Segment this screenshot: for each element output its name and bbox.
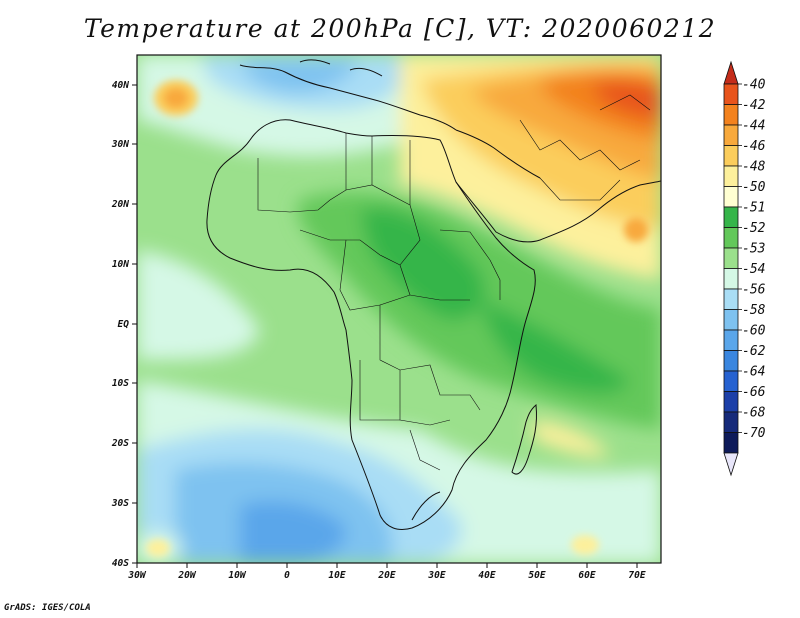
lon-label-10w: 10W — [228, 570, 246, 581]
lat-label-20n: 20N — [111, 199, 129, 210]
colorbar-swatch — [723, 411, 739, 433]
colorbar-swatch — [723, 247, 739, 269]
lon-label-70e: 70E — [628, 570, 645, 581]
colorbar-label: -42 — [742, 98, 766, 113]
colorbar-label: -53 — [742, 242, 765, 257]
latitude-axis: 40N 30N 20N 10N EQ 10S 20S 30S 40S — [111, 80, 137, 569]
colorbar-swatch — [723, 432, 739, 454]
colorbar-label: -66 — [742, 385, 766, 400]
credit-text: GrADS: IGES/COLA — [4, 603, 91, 613]
lat-label-30n: 30N — [111, 139, 129, 150]
lon-label-30w: 30W — [127, 570, 146, 581]
lon-label-0: 0 — [284, 570, 290, 581]
lon-label-30e: 30E — [427, 570, 445, 581]
colorbar-swatch — [723, 350, 739, 372]
colorbar-label: -48 — [742, 160, 766, 175]
lat-label-10s: 10S — [112, 378, 129, 389]
colorbar-label: -58 — [742, 303, 766, 318]
longitude-axis: 30W 20W 10W 0 10E 20E 30E 40E 50E 60E 70… — [127, 563, 646, 581]
colorbar-label: -70 — [742, 426, 766, 441]
colorbar-swatch — [723, 288, 739, 310]
colorbar-label: -60 — [742, 324, 766, 339]
colorbar-label: -68 — [742, 406, 766, 421]
page-title: Temperature at 200hPa [C], VT: 202006021… — [83, 14, 717, 43]
lon-label-20e: 20E — [377, 570, 395, 581]
colorbar-swatch — [723, 206, 739, 228]
colorbar-label: -44 — [742, 119, 765, 134]
colorbar-label: -50 — [742, 180, 766, 195]
colorbar-label: -64 — [742, 365, 765, 380]
colorbar-label: -56 — [742, 283, 766, 298]
lat-label-eq: EQ — [118, 319, 130, 330]
colorbar-under-triangle — [723, 452, 739, 477]
lon-label-60e: 60E — [578, 570, 595, 581]
colorbar-swatch — [723, 370, 739, 392]
map-frame — [136, 54, 662, 564]
colorbar-swatch — [723, 227, 739, 249]
lon-label-50e: 50E — [528, 570, 545, 581]
country-borders — [257, 94, 651, 471]
colorbar-swatch — [723, 186, 739, 208]
lon-label-10e: 10E — [328, 570, 345, 581]
colorbar-label: -52 — [742, 221, 766, 236]
lat-label-30s: 30S — [111, 498, 129, 509]
colorbar-over-triangle — [723, 60, 739, 85]
lat-label-40s: 40S — [112, 558, 129, 569]
lat-label-10n: 10N — [112, 259, 129, 270]
colorbar-label: -40 — [742, 78, 766, 93]
colorbar: -40 -42 -44 -46 -48 -50 -51 -52 -53 -54 -56 -58 -60 -… — [723, 60, 766, 477]
lon-label-40e: 40E — [478, 570, 495, 581]
colorbar-swatch — [723, 391, 739, 413]
lon-label-20w: 20W — [177, 570, 196, 581]
lat-label-20s: 20S — [111, 438, 129, 449]
coastlines — [206, 59, 661, 530]
colorbar-swatch — [723, 104, 739, 126]
colorbar-swatch — [723, 165, 739, 187]
colorbar-swatch — [723, 309, 739, 331]
colorbar-label: -54 — [742, 262, 765, 277]
colorbar-swatch — [723, 329, 739, 351]
colorbar-swatch — [723, 83, 739, 105]
colorbar-label: -62 — [742, 344, 766, 359]
colorbar-swatch — [723, 268, 739, 290]
colorbar-swatch — [723, 124, 739, 146]
lat-label-40n: 40N — [112, 80, 129, 91]
colorbar-label: -51 — [742, 201, 765, 216]
temperature-field — [137, 55, 661, 563]
colorbar-label: -46 — [742, 139, 766, 154]
colorbar-swatch — [723, 145, 739, 167]
